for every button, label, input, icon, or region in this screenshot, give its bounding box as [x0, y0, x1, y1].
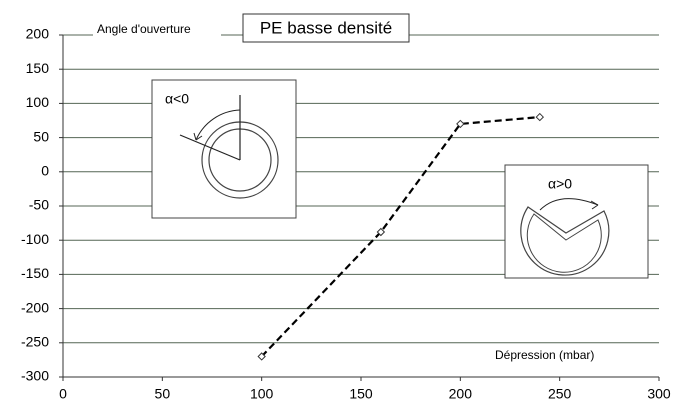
data-line — [260, 115, 540, 358]
y-tick-label: 0 — [41, 163, 49, 179]
y-tick-label: 200 — [26, 26, 50, 42]
data-point — [376, 227, 386, 237]
y-tick-label: -50 — [29, 197, 49, 213]
y-tick-label: -300 — [21, 368, 49, 384]
data-point — [535, 112, 545, 122]
x-tick-label: 150 — [349, 386, 373, 402]
inset-positive: α>0 — [504, 164, 649, 279]
data-point — [257, 352, 266, 361]
x-tick-label: 100 — [250, 386, 274, 402]
x-tick-label: 0 — [59, 386, 67, 402]
y-label-bg — [93, 22, 221, 38]
y-tick-label: 100 — [26, 94, 50, 110]
plot — [257, 112, 545, 361]
x-axis-label: Dépression (mbar) — [495, 348, 594, 362]
annotation: α>0 — [548, 176, 572, 192]
x-label-bg — [490, 346, 630, 364]
chart-title: PE basse densité — [260, 18, 392, 37]
y-tick-label: -250 — [21, 334, 49, 350]
y-tick-label: -200 — [21, 299, 49, 315]
x-tick-label: 50 — [155, 386, 171, 402]
y-axis-label: Angle d'ouverture — [97, 22, 191, 36]
x-tick-label: 250 — [548, 386, 572, 402]
inset-negative: α<0 — [151, 79, 297, 219]
y-tick-label: -150 — [21, 265, 49, 281]
x-tick-label: 200 — [449, 386, 473, 402]
annotation: α<0 — [165, 91, 189, 107]
title-box — [242, 13, 410, 43]
data-point — [456, 119, 465, 129]
x-tick-label: 300 — [647, 386, 671, 402]
y-tick-label: 150 — [26, 60, 50, 76]
y-tick-label: -100 — [21, 231, 49, 247]
y-tick-label: 50 — [33, 128, 49, 144]
